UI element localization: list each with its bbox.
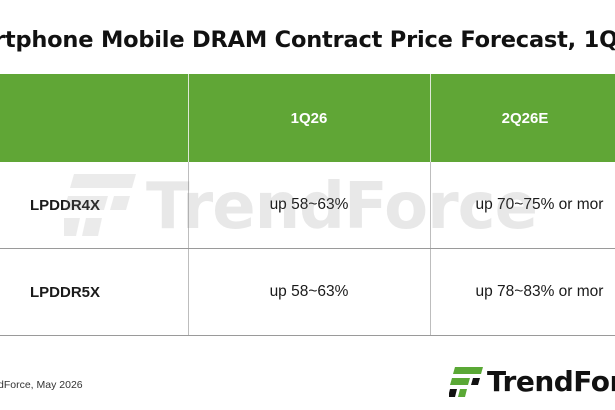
logo-text: TrendFor [487, 365, 615, 398]
header-2q26e: 2Q26E [430, 74, 615, 162]
row-label-lpddr5x: LPDDR5X [0, 248, 189, 336]
page-title: rtphone Mobile DRAM Contract Price Forec… [0, 27, 615, 53]
trendforce-logo: TrendFor [449, 362, 615, 402]
cell-lpddr5x-2q26e: up 78~83% or mor [430, 248, 615, 336]
row-label-lpddr4x: LPDDR4X [0, 162, 189, 249]
header-1q26: 1Q26 [188, 74, 431, 162]
table-row: LPDDR4X up 58~63% up 70~75% or mor [0, 162, 615, 249]
cell-lpddr5x-1q26: up 58~63% [188, 248, 431, 336]
trendforce-logo-icon [449, 367, 483, 397]
source-note: dForce, May 2026 [0, 379, 83, 391]
table-header-row: 1Q26 2Q26E [0, 74, 615, 162]
table-row: LPDDR5X up 58~63% up 78~83% or mor [0, 248, 615, 336]
cell-lpddr4x-1q26: up 58~63% [188, 162, 431, 249]
forecast-table: 1Q26 2Q26E LPDDR4X up 58~63% up 70~75% o… [0, 74, 615, 336]
header-empty-cell [0, 74, 189, 162]
cell-lpddr4x-2q26e: up 70~75% or mor [430, 162, 615, 249]
